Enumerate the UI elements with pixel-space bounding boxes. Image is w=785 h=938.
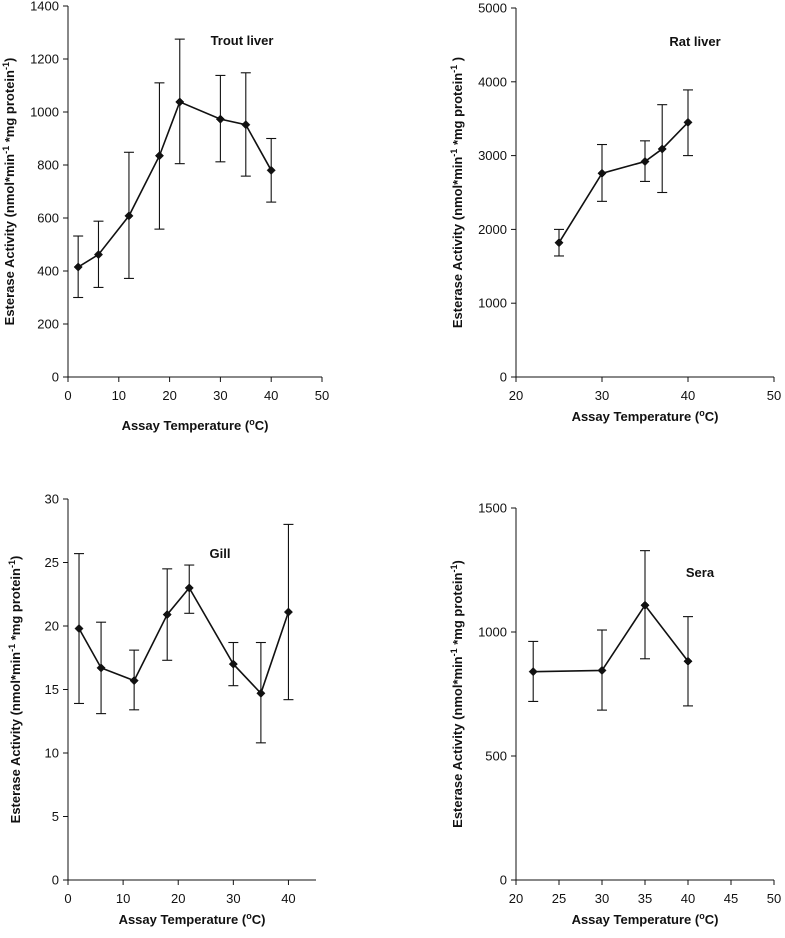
series-line: [558, 121, 689, 244]
data-point: [597, 168, 607, 178]
y-tick-label: 0: [500, 873, 507, 888]
x-tick-label: 50: [767, 891, 781, 906]
x-tick-label: 10: [116, 891, 130, 906]
series-line: [77, 100, 272, 268]
x-tick-label: 50: [767, 388, 781, 403]
data-point: [74, 623, 84, 634]
data-point: [640, 600, 650, 610]
x-tick-label: 10: [112, 388, 126, 403]
x-tick-label: 45: [724, 891, 738, 906]
y-axis-title: Esterase Activity (nmol*min-1 *mg protei…: [449, 57, 465, 328]
panel-sera: 0 500 1000 1500 20 25 30 35 40 45 50 Sera Assay Temp…: [449, 501, 781, 928]
y-tick-label: 200: [37, 317, 59, 332]
y-tick-label: 0: [52, 873, 59, 888]
x-tick-label: 40: [681, 891, 695, 906]
data-point: [640, 156, 650, 167]
panel-rat-liver: 0 1000 2000 3000 4000 5000 20 30 40 50 Rat liver As…: [449, 1, 781, 425]
x-tick-label: 0: [64, 891, 71, 906]
data-point: [184, 583, 194, 593]
x-axis-title: Assay Temperature (oC): [122, 417, 269, 433]
x-tick-label: 35: [638, 891, 652, 906]
data-point: [266, 165, 276, 175]
x-tick-label: 40: [264, 388, 278, 403]
y-tick-label: 500: [485, 749, 507, 764]
x-tick-label: 40: [281, 891, 295, 906]
x-tick-label: 30: [595, 388, 609, 403]
data-point: [96, 663, 106, 673]
y-tick-label: 30: [45, 492, 59, 507]
x-tick-label: 0: [64, 388, 71, 403]
panel-title: Trout liver: [211, 33, 274, 48]
panel-title: Sera: [686, 565, 715, 580]
y-axis-title: Esterase Activity (nmol*min-1 *mg protei…: [1, 58, 17, 326]
data-point: [554, 238, 564, 248]
series-line: [533, 603, 689, 673]
panel-title: Gill: [210, 546, 231, 561]
x-tick-label: 40: [681, 388, 695, 403]
x-tick-label: 30: [226, 891, 240, 906]
y-tick-label: 3000: [478, 148, 507, 163]
y-tick-label: 1000: [478, 625, 507, 640]
y-tick-label: 5000: [478, 1, 507, 16]
y-tick-label: 5: [52, 809, 59, 824]
series-line: [78, 586, 290, 695]
panel-gill: 0 5 10 15 20 25 30 0 10 20 30 40 Gill Assay Temperatu…: [7, 492, 316, 927]
data-point: [283, 607, 293, 617]
y-tick-label: 1200: [30, 52, 59, 67]
data-point: [597, 665, 607, 675]
x-tick-label: 25: [552, 891, 566, 906]
y-tick-label: 1000: [478, 296, 507, 311]
x-tick-label: 20: [509, 388, 523, 403]
y-tick-label: 0: [500, 370, 507, 385]
x-tick-label: 20: [509, 891, 523, 906]
y-tick-label: 10: [45, 746, 59, 761]
y-tick-label: 1500: [478, 501, 507, 516]
data-point: [215, 114, 225, 124]
y-tick-label: 2000: [478, 222, 507, 237]
x-tick-label: 30: [595, 891, 609, 906]
data-point: [256, 688, 266, 698]
data-point: [175, 97, 185, 107]
y-axis-title: Esterase Activity (nmol*min-1 *mg protei…: [7, 556, 23, 824]
data-point: [241, 120, 251, 130]
y-tick-label: 1000: [30, 105, 59, 120]
x-tick-label: 30: [213, 388, 227, 403]
data-point: [228, 659, 238, 669]
data-point: [657, 144, 667, 154]
y-tick-label: 20: [45, 619, 59, 634]
data-point: [124, 211, 134, 221]
data-point: [73, 262, 83, 272]
x-tick-label: 20: [171, 891, 185, 906]
y-tick-label: 25: [45, 555, 59, 570]
y-tick-label: 1400: [30, 0, 59, 14]
y-tick-label: 800: [37, 158, 59, 173]
data-point: [129, 676, 139, 686]
y-tick-label: 600: [37, 211, 59, 226]
x-tick-label: 20: [162, 388, 176, 403]
data-point: [162, 610, 172, 620]
y-axis-title: Esterase Activity (nmol*min-1 *mg protei…: [449, 560, 465, 828]
y-tick-label: 0: [52, 370, 59, 385]
panel-title: Rat liver: [669, 34, 720, 49]
data-point: [683, 656, 693, 666]
data-point: [154, 151, 164, 161]
data-point: [93, 250, 104, 260]
y-tick-label: 400: [37, 264, 59, 279]
panel-trout-liver: 0 200 400 600 800 1000 1200 1400 0 10 20 30 40 50 Trou…: [1, 0, 329, 433]
y-tick-label: 15: [45, 682, 59, 697]
x-axis-title: Assay Temperature (oC): [572, 911, 719, 927]
data-point: [528, 667, 538, 677]
y-tick-label: 4000: [478, 74, 507, 89]
x-tick-label: 50: [315, 388, 329, 403]
x-axis-title: Assay Temperature (oC): [119, 911, 266, 927]
x-axis-title: Assay Temperature (oC): [572, 408, 719, 424]
data-point: [683, 117, 693, 127]
